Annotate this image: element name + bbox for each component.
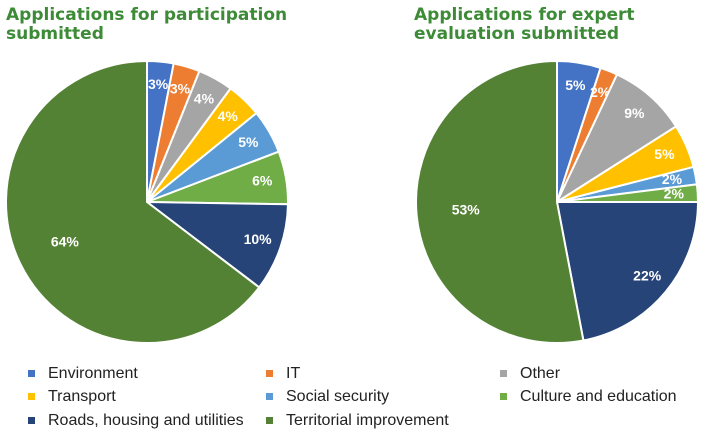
chart-title: Applications for expert evaluation submi… <box>414 5 635 44</box>
data-label: 10% <box>244 231 273 247</box>
legend-label: Roads, housing and utilities <box>48 412 244 429</box>
data-label: 2% <box>590 84 611 100</box>
legend-label: Environment <box>48 365 138 382</box>
legend-swatch <box>500 393 507 400</box>
data-label: 3% <box>170 80 191 96</box>
data-label: 53% <box>452 201 481 217</box>
pie-slice <box>415 59 585 344</box>
data-label: 4% <box>194 90 215 106</box>
data-label: 2% <box>664 185 685 201</box>
legend-swatch <box>266 417 273 424</box>
pie-slice <box>5 59 261 344</box>
data-label: 22% <box>633 267 662 283</box>
data-label: 3% <box>148 76 169 92</box>
data-label: 5% <box>654 146 675 162</box>
data-label: 64% <box>51 233 80 249</box>
data-label: 5% <box>238 134 259 150</box>
legend-label: Culture and education <box>520 388 677 405</box>
data-label: 2% <box>662 171 683 187</box>
pie-slice <box>555 201 700 342</box>
data-label: 4% <box>218 108 239 124</box>
legend-label: Social security <box>286 388 389 405</box>
legend-swatch <box>500 370 507 377</box>
legend-swatch <box>28 417 35 424</box>
legend-label: Territorial improvement <box>286 412 449 429</box>
data-label: 6% <box>252 172 273 188</box>
legend-swatch <box>28 370 35 377</box>
legend-label: Transport <box>48 388 116 405</box>
legend-swatch <box>28 393 35 400</box>
legend-swatch <box>266 370 273 377</box>
legend-label: Other <box>520 365 561 382</box>
pie-slice <box>143 200 289 289</box>
chart-title: Applications for participation submitted <box>6 5 288 44</box>
data-label: 9% <box>624 105 645 121</box>
legend-swatch <box>266 393 273 400</box>
legend-label: IT <box>286 365 300 382</box>
pie-slice <box>554 73 678 205</box>
data-label: 5% <box>565 77 586 93</box>
